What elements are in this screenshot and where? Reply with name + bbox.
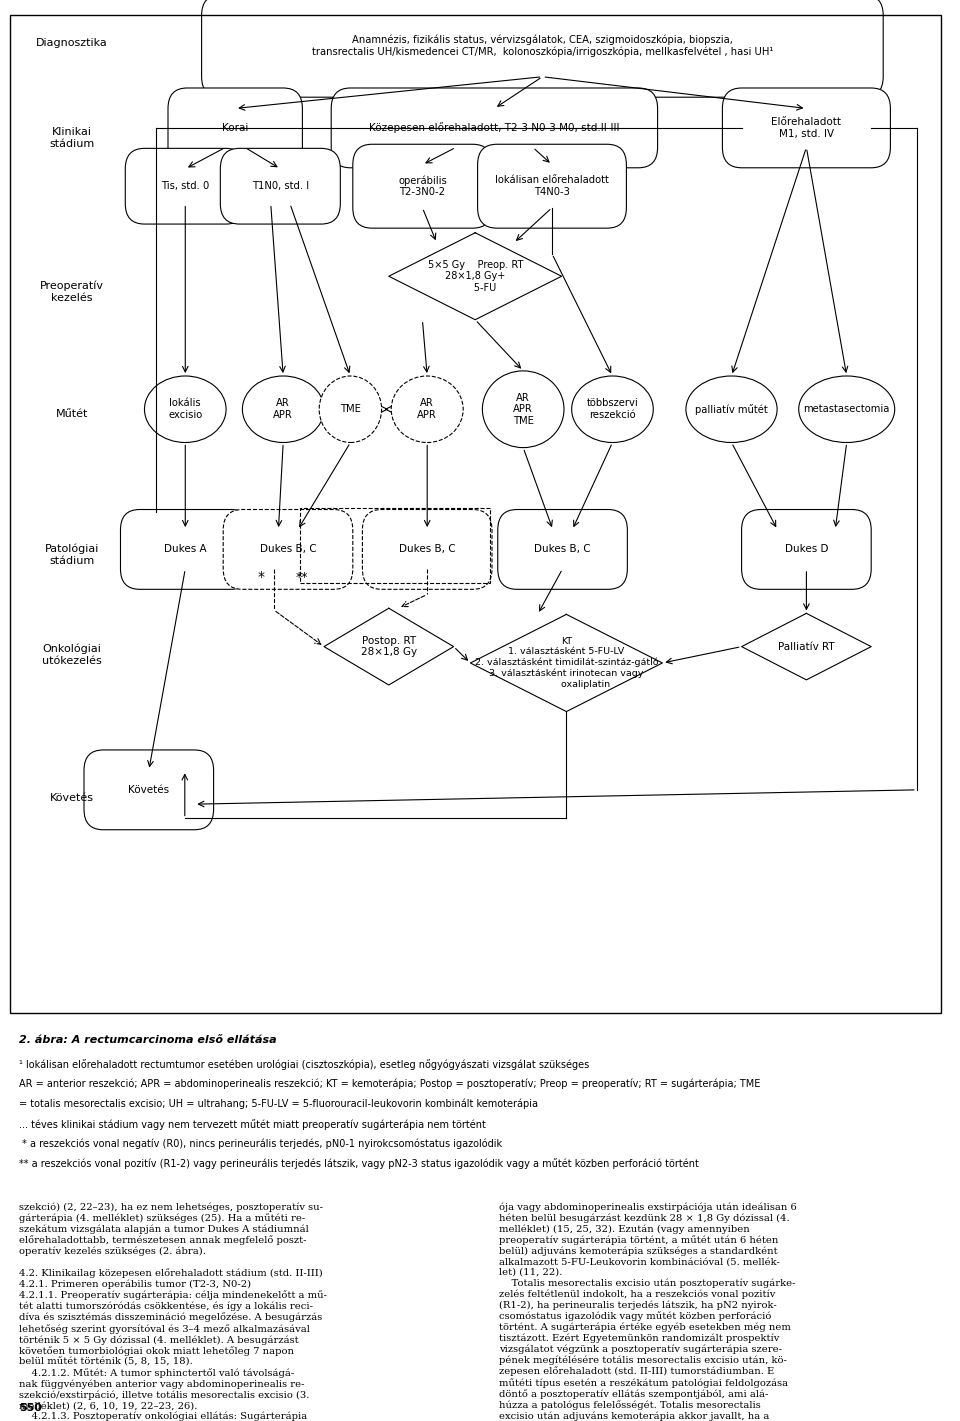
Text: * a reszekciós vonal negatív (R0), nincs perineurális terjedés, pN0-1 nyirokcsom: * a reszekciós vonal negatív (R0), nincs… [19,1138,502,1150]
Text: 5×5 Gy    Preop. RT
28×1,8 Gy+
      5-FU: 5×5 Gy Preop. RT 28×1,8 Gy+ 5-FU [427,260,523,293]
Text: Anamnézis, fizikális status, vérvizsgálatok, CEA, szigmoidoszkópia, biopszia,
tr: Anamnézis, fizikális status, vérvizsgála… [312,34,773,57]
FancyBboxPatch shape [84,750,213,830]
Text: Postop. RT
28×1,8 Gy: Postop. RT 28×1,8 Gy [361,635,417,658]
Text: Műtét: Műtét [56,409,88,419]
Text: ... téves klinikai stádium vagy nem tervezett műtét miatt preoperatív sugárteráp: ... téves klinikai stádium vagy nem terv… [19,1118,486,1130]
Text: AR
APR
TME: AR APR TME [513,392,534,426]
Text: ** a reszekciós vonal pozitív (R1-2) vagy perineurális terjedés látszik, vagy pN: ** a reszekciós vonal pozitív (R1-2) vag… [19,1158,699,1169]
Text: AR
APR: AR APR [418,398,437,421]
Text: AR
APR: AR APR [274,398,293,421]
Text: **: ** [296,571,309,584]
Text: ¹ lokálisan előrehaladott rectumtumor esetében urológiai (cisztoszkópia), esetle: ¹ lokálisan előrehaladott rectumtumor es… [19,1059,589,1070]
FancyBboxPatch shape [741,510,871,590]
Text: palliatív műtét: palliatív műtét [695,404,768,415]
FancyBboxPatch shape [168,88,302,168]
Text: Dukes B, C: Dukes B, C [535,544,590,554]
Ellipse shape [685,377,778,442]
Text: operábilis
T2-3N0-2: operábilis T2-3N0-2 [398,175,446,198]
Text: = totalis mesorectalis excisio; UH = ultrahang; 5-FU-LV = 5-fluorouracil-leukovo: = totalis mesorectalis excisio; UH = ult… [19,1098,539,1110]
Text: Diagnosztika: Diagnosztika [36,38,108,48]
FancyBboxPatch shape [722,88,891,168]
FancyBboxPatch shape [220,148,340,225]
Text: Követés: Követés [50,793,94,803]
FancyBboxPatch shape [362,510,492,590]
Ellipse shape [242,377,324,442]
Polygon shape [741,614,871,679]
Ellipse shape [319,377,381,442]
Text: T1N0, std. I: T1N0, std. I [252,182,309,192]
Ellipse shape [483,371,564,448]
Polygon shape [470,614,662,712]
FancyBboxPatch shape [331,88,658,168]
FancyBboxPatch shape [121,510,251,590]
Ellipse shape [144,377,227,442]
Ellipse shape [392,377,464,442]
FancyBboxPatch shape [477,145,626,229]
Text: Klinikai
stádium: Klinikai stádium [49,128,95,149]
Text: szekció) (2, 22–23), ha ez nem lehetséges, posztoperatív su-
gárterápia (4. mell: szekció) (2, 22–23), ha ez nem lehetsége… [19,1202,327,1421]
Text: Előrehaladott
M1, std. IV: Előrehaladott M1, std. IV [772,117,841,139]
Text: Tis, std. 0: Tis, std. 0 [161,182,209,192]
Polygon shape [324,608,454,685]
Ellipse shape [799,377,895,442]
Text: Követés: Követés [129,784,169,794]
Text: Dukes D: Dukes D [784,544,828,554]
Text: Patológiai
stádium: Patológiai stádium [45,543,99,566]
Text: Preoperatív
kezelés: Preoperatív kezelés [40,280,104,303]
Text: ója vagy abdominoperinealis exstirpációja után ideálisan 6
héten belül besugárzá: ója vagy abdominoperinealis exstirpációj… [499,1202,797,1421]
Polygon shape [389,233,562,320]
Text: *: * [257,570,265,584]
Text: Közepesen előrehaladott, T2-3 N0-3 M0, std.II-III: Közepesen előrehaladott, T2-3 N0-3 M0, s… [370,122,619,134]
Text: AR = anterior reszekció; APR = abdominoperinealis reszekció; KT = kemoterápia; P: AR = anterior reszekció; APR = abdominop… [19,1079,760,1090]
Text: Onkológiai
utókezelés: Onkológiai utókezelés [42,644,102,666]
FancyBboxPatch shape [202,0,883,97]
FancyBboxPatch shape [353,145,492,229]
Text: Dukes B, C: Dukes B, C [260,544,316,554]
Text: Dukes B, C: Dukes B, C [399,544,455,554]
Text: TME: TME [340,404,361,415]
Text: lokális
excisio: lokális excisio [168,398,203,421]
Ellipse shape [572,377,653,442]
Text: többszervi
reszekció: többszervi reszekció [587,398,638,421]
Text: Korai: Korai [222,122,249,134]
FancyBboxPatch shape [497,510,628,590]
Text: 550: 550 [19,1403,42,1412]
Text: metastasectomia: metastasectomia [804,404,890,415]
Text: lokálisan előrehaladott
T4N0-3: lokálisan előrehaladott T4N0-3 [495,175,609,198]
Text: 2. ábra: A rectumcarcinoma első ellátása: 2. ábra: A rectumcarcinoma első ellátása [19,1034,276,1044]
FancyBboxPatch shape [223,510,353,590]
Text: Palliatív RT: Palliatív RT [779,642,834,652]
Text: KT
1. választásként 5-FU-LV
2. választásként timidilát-szintáz-gátló
3. választá: KT 1. választásként 5-FU-LV 2. választás… [474,637,659,689]
Text: Dukes A: Dukes A [164,544,206,554]
FancyBboxPatch shape [125,148,246,225]
